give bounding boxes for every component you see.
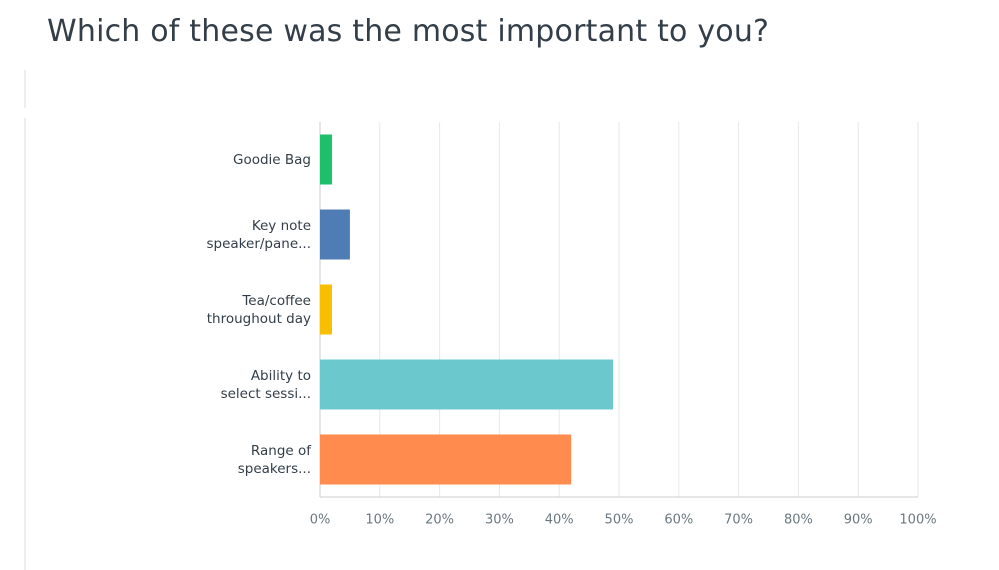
- x-tick-label: 10%: [365, 513, 394, 528]
- side-rule: [24, 70, 26, 108]
- side-rule: [24, 118, 26, 570]
- x-tick-label: 100%: [899, 513, 936, 528]
- x-tick-label: 70%: [724, 513, 753, 528]
- bar: [320, 434, 572, 485]
- question-title: Which of these was the most important to…: [47, 14, 770, 49]
- y-tick-label: Goodie Bag: [232, 151, 311, 168]
- x-tick-label: 60%: [664, 513, 693, 528]
- x-tick-label: 20%: [425, 513, 454, 528]
- bar: [320, 209, 350, 260]
- bar: [320, 359, 614, 410]
- x-tick-label: 50%: [605, 513, 634, 528]
- bar: [320, 284, 332, 335]
- y-tick-label: Key note speaker/pane...: [206, 217, 312, 252]
- y-tick-label: Range of speakers...: [237, 442, 311, 477]
- x-tick-label: 0%: [310, 513, 331, 528]
- y-tick-label: Tea/coffee throughout day: [206, 292, 311, 327]
- x-tick-label: 80%: [784, 513, 813, 528]
- y-tick-label: Ability to select sessi...: [220, 367, 311, 402]
- x-tick-label: 30%: [485, 513, 514, 528]
- x-tick-label: 40%: [545, 513, 574, 528]
- x-tick-label: 90%: [844, 513, 873, 528]
- bar: [320, 134, 332, 185]
